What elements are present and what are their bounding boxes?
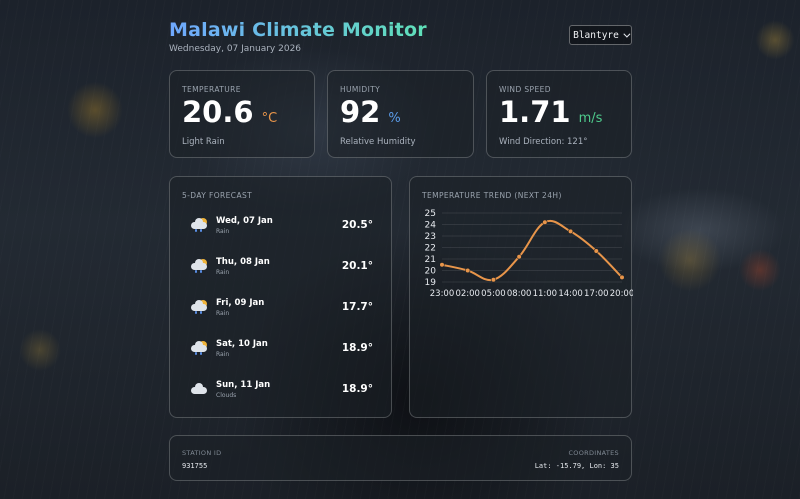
forecast-row: Sat, 10 Jan Rain 18.9° (190, 336, 373, 360)
wind-direction: Wind Direction: 121° (499, 137, 588, 147)
forecast-condition: Rain (216, 268, 230, 276)
forecast-temp: 20.1° (341, 260, 373, 272)
city-select[interactable]: Blantyre (569, 25, 632, 45)
forecast-text: Wed, 07 Jan Rain (216, 216, 342, 235)
humidity-unit: % (388, 111, 401, 126)
forecast-text: Fri, 09 Jan Rain (216, 298, 342, 317)
temperature-condition: Light Rain (182, 137, 225, 147)
forecast-day: Wed, 07 Jan (216, 215, 273, 226)
forecast-row: Thu, 08 Jan Rain 20.1° (190, 254, 373, 278)
coordinates-block: COORDINATES Lat: -15.79, Lon: 35 (535, 449, 619, 470)
forecast-temp: 18.9° (341, 342, 373, 354)
city-select-value: Blantyre (573, 29, 619, 41)
temperature-value: 20.6 (182, 95, 254, 129)
data-point (490, 277, 497, 283)
x-tick-label: 17:00 (584, 289, 609, 299)
wind-label: WIND SPEED (499, 85, 551, 94)
trend-title: TEMPERATURE TREND (NEXT 24H) (422, 191, 562, 200)
y-tick-label: 19 (425, 278, 437, 288)
forecast-temp: 18.9° (341, 383, 373, 395)
temperature-label: TEMPERATURE (182, 85, 241, 94)
station-block: STATION ID 931755 (182, 449, 221, 470)
forecast-card: 5-DAY FORECAST Wed, 07 Jan Rain 20.5° Th… (169, 176, 392, 418)
x-tick-label: 14:00 (558, 289, 583, 299)
station-footer: STATION ID 931755 COORDINATES Lat: -15.7… (169, 435, 632, 481)
forecast-condition: Rain (216, 309, 230, 317)
temperature-card: TEMPERATURE 20.6 °C Light Rain (169, 70, 315, 158)
forecast-day: Fri, 09 Jan (216, 297, 265, 308)
x-tick-label: 02:00 (455, 289, 480, 299)
coordinates-value: Lat: -15.79, Lon: 35 (534, 462, 619, 470)
trend-card: TEMPERATURE TREND (NEXT 24H) 19 20 21 22 23 2… (409, 176, 633, 418)
forecast-row: Sun, 11 Jan Clouds 18.9° (190, 377, 373, 401)
forecast-condition: Rain (216, 227, 230, 235)
data-point (439, 262, 445, 268)
cloud-icon (190, 381, 210, 397)
x-tick-label: 20:00 (610, 289, 633, 299)
forecast-row: Fri, 09 Jan Rain 17.7° (190, 295, 373, 319)
data-point (542, 219, 548, 225)
forecast-title: 5-DAY FORECAST (182, 191, 253, 200)
x-tick-label: 11:00 (533, 289, 558, 299)
station-id-value: 931755 (182, 462, 208, 470)
data-point (567, 228, 574, 235)
humidity-value: 92 (340, 95, 381, 129)
forecast-temp: 17.7° (341, 301, 373, 313)
data-point (516, 254, 522, 260)
forecast-day: Sun, 11 Jan (216, 379, 271, 390)
y-tick-label: 22 (425, 244, 436, 254)
x-tick-label: 05:00 (481, 289, 506, 299)
data-point (465, 267, 471, 274)
x-tick-label: 08:00 (507, 289, 532, 299)
y-tick-label: 23 (425, 232, 436, 242)
rain-icon (190, 340, 210, 356)
rain-icon (190, 217, 210, 233)
forecast-day: Sat, 10 Jan (216, 338, 268, 349)
page-title: Malawi Climate Monitor (169, 19, 427, 41)
y-tick-label: 25 (425, 209, 436, 219)
forecast-text: Sun, 11 Jan Clouds (216, 380, 342, 399)
header: Malawi Climate Monitor Wednesday, 07 Jan… (169, 19, 427, 54)
forecast-temp: 20.5° (341, 219, 373, 231)
forecast-text: Sat, 10 Jan Rain (216, 339, 342, 358)
x-tick-label: 23:00 (430, 289, 455, 299)
wind-value: 1.71 (499, 95, 571, 129)
wind-unit: m/s (578, 111, 603, 126)
chevron-down-icon (623, 30, 631, 38)
forecast-condition: Clouds (216, 391, 237, 399)
humidity-label: HUMIDITY (340, 85, 381, 94)
rain-icon (190, 258, 210, 274)
y-tick-label: 21 (425, 255, 436, 265)
forecast-row: Wed, 07 Jan Rain 20.5° (190, 213, 373, 237)
data-point (619, 274, 625, 280)
forecast-condition: Rain (216, 350, 230, 358)
temperature-value-row: 20.6 °C (182, 98, 277, 127)
rain-icon (190, 299, 210, 315)
wind-value-row: 1.71 m/s (499, 98, 602, 127)
coordinates-label: COORDINATES (568, 449, 619, 457)
humidity-description: Relative Humidity (340, 137, 416, 147)
wind-card: WIND SPEED 1.71 m/s Wind Direction: 121° (486, 70, 632, 158)
y-tick-label: 20 (425, 267, 437, 277)
forecast-day: Thu, 08 Jan (216, 256, 270, 267)
humidity-card: HUMIDITY 92 % Relative Humidity (327, 70, 474, 158)
current-date: Wednesday, 07 January 2026 (169, 44, 302, 54)
forecast-text: Thu, 08 Jan Rain (216, 257, 342, 276)
data-point (593, 248, 599, 254)
humidity-value-row: 92 % (340, 98, 401, 127)
temperature-unit: °C (261, 111, 278, 126)
y-tick-label: 24 (425, 221, 437, 231)
station-id-label: STATION ID (182, 449, 222, 457)
